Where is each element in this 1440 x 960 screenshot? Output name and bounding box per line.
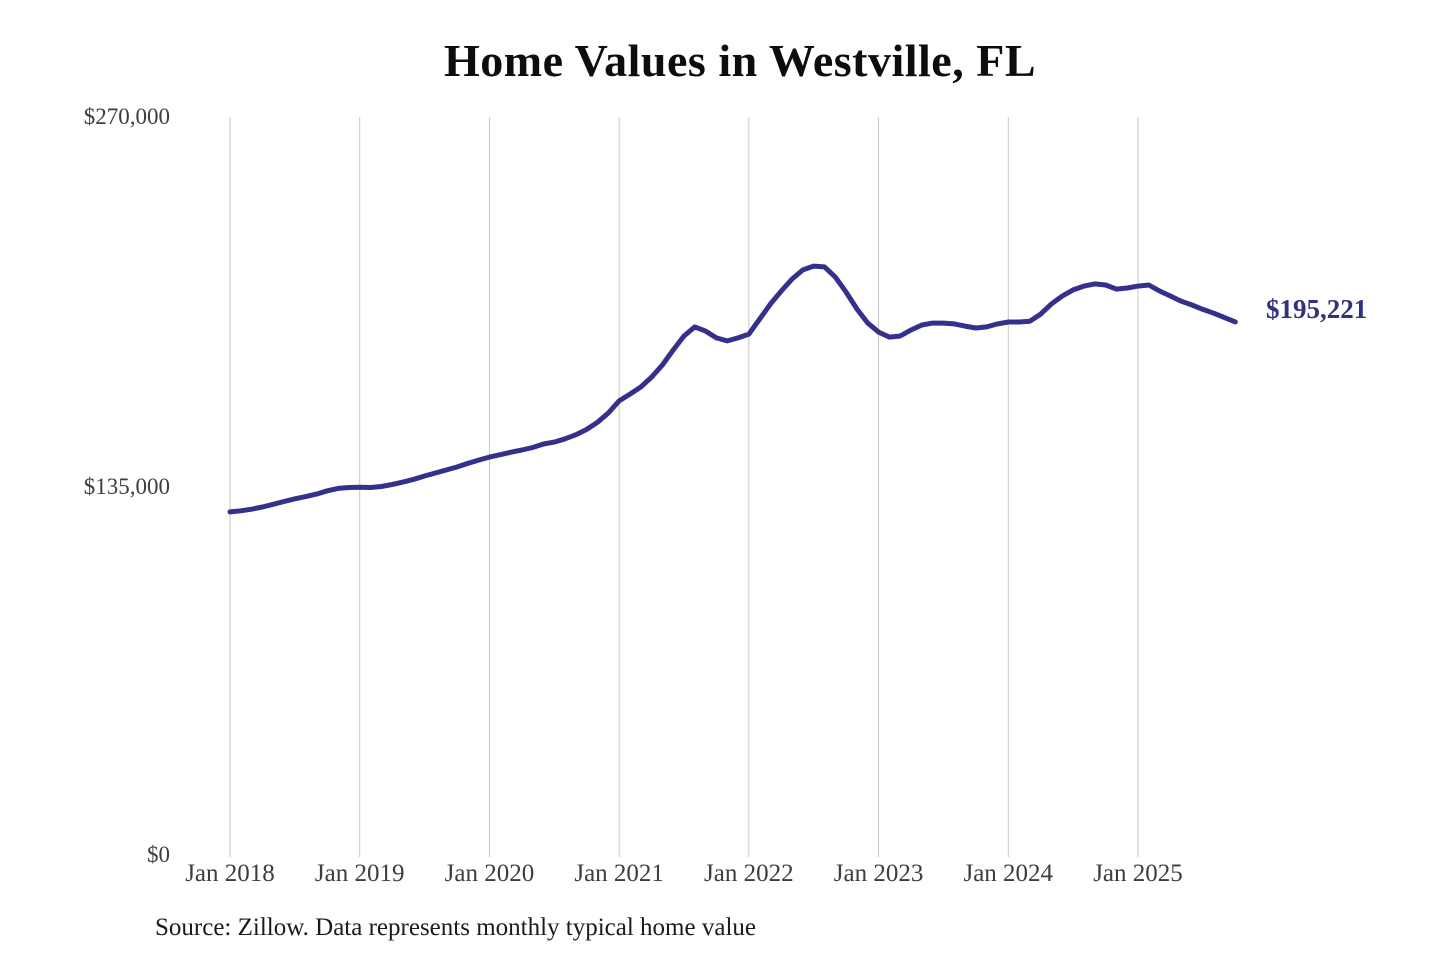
x-tick-label: Jan 2024 (963, 860, 1054, 887)
x-tick-label: Jan 2018 (185, 860, 275, 887)
y-tick-label-135000: $135,000 (83, 474, 170, 499)
x-tick-label: Jan 2025 (1093, 860, 1183, 887)
x-tick-label: Jan 2019 (314, 860, 405, 887)
x-tick-label: Jan 2020 (444, 860, 535, 887)
x-tick-label: Jan 2023 (833, 860, 924, 887)
y-tick-label-0: $0 (147, 842, 170, 867)
x-tick-label: Jan 2021 (574, 860, 664, 887)
y-tick-label-270000: $270,000 (83, 104, 170, 129)
home-value-line (227, 263, 1238, 515)
source-note: Source: Zillow. Data represents monthly … (155, 914, 756, 941)
current-value-label: $195,221 (1266, 294, 1368, 324)
chart-title: Home Values in Westville, FL (443, 35, 1037, 86)
x-tick-label: Jan 2022 (704, 860, 794, 887)
